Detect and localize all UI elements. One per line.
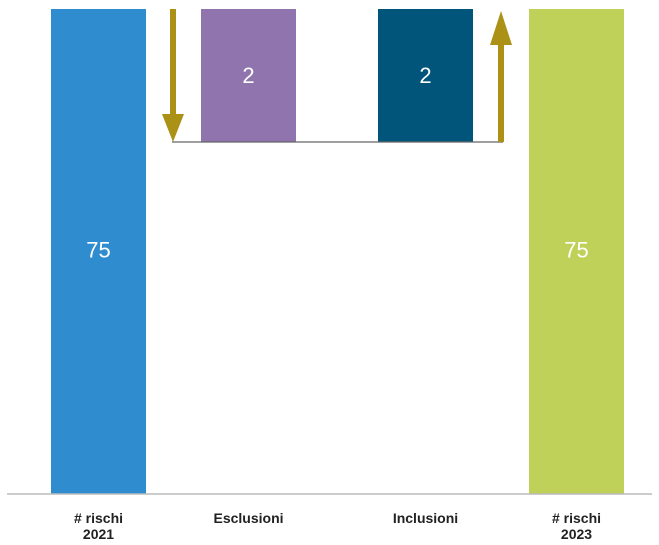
bar-1 — [201, 9, 296, 142]
connector-lines-layer — [7, 141, 652, 495]
data-label-2: 2 — [419, 63, 431, 88]
decrease-arrow-head — [162, 114, 184, 142]
category-label-inclusioni: Inclusioni — [392, 510, 459, 526]
bar-3 — [529, 9, 624, 494]
data-label-3: 75 — [564, 238, 588, 263]
bar-0 — [51, 9, 146, 494]
category-label-rischi-2023: # rischi 2023 — [551, 510, 602, 542]
data-labels-layer: 75 2 2 75 — [86, 63, 588, 263]
bars-layer — [51, 9, 624, 494]
increase-arrow-head — [490, 11, 512, 45]
bar-2 — [378, 9, 473, 142]
arrows-layer — [162, 9, 512, 142]
category-label-esclusioni: Esclusioni — [213, 510, 284, 526]
data-label-0: 75 — [86, 238, 110, 263]
category-label-rischi-2021: # rischi 2021 — [73, 510, 124, 542]
data-label-1: 2 — [242, 63, 254, 88]
